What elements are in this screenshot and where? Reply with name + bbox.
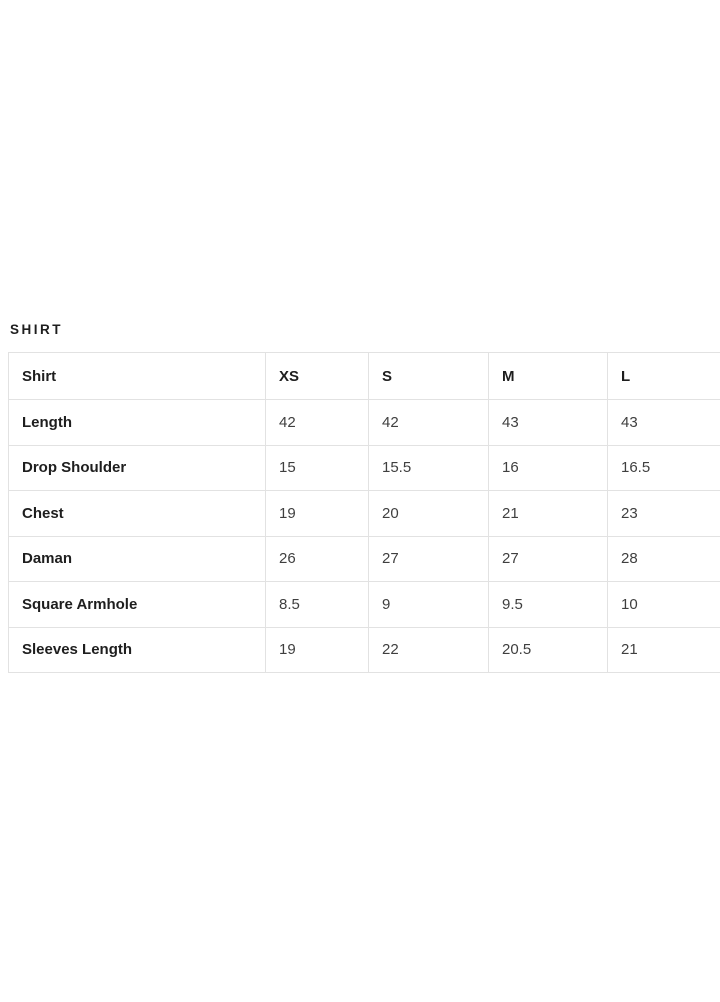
cell-value: 42 (265, 399, 369, 446)
cell-value: 22 (368, 626, 489, 673)
table-header-size-xs: XS (265, 352, 369, 400)
cell-value: 21 (488, 490, 608, 537)
row-label: Drop Shoulder (8, 444, 266, 491)
table-row: Drop Shoulder 15 15.5 16 16.5 (8, 444, 720, 491)
cell-value: 20.5 (488, 626, 608, 673)
cell-value: 9.5 (488, 581, 608, 628)
cell-value: 43 (607, 399, 720, 446)
table-body: Length 42 42 43 43 Drop Shoulder 15 15.5 16 16.5 C… (8, 399, 720, 673)
table-row: Length 42 42 43 43 (8, 399, 720, 446)
row-label: Length (8, 399, 266, 446)
cell-value: 28 (607, 535, 720, 582)
cell-value: 26 (265, 535, 369, 582)
cell-value: 27 (368, 535, 489, 582)
cell-value: 10 (607, 581, 720, 628)
table-header-size-l: L (607, 352, 720, 400)
table-header-size-s: S (368, 352, 489, 400)
cell-value: 15 (265, 444, 369, 491)
cell-value: 15.5 (368, 444, 489, 491)
row-label: Chest (8, 490, 266, 537)
cell-value: 21 (607, 626, 720, 673)
cell-value: 43 (488, 399, 608, 446)
row-label: Square Armhole (8, 581, 266, 628)
row-label: Daman (8, 535, 266, 582)
cell-value: 27 (488, 535, 608, 582)
table-row: Square Armhole 8.5 9 9.5 10 (8, 581, 720, 628)
table-header-size-m: M (488, 352, 608, 400)
cell-value: 9 (368, 581, 489, 628)
cell-value: 8.5 (265, 581, 369, 628)
table-header-row: Shirt XS S M L (8, 352, 720, 400)
cell-value: 42 (368, 399, 489, 446)
cell-value: 19 (265, 626, 369, 673)
table-row: Daman 26 27 27 28 (8, 535, 720, 582)
size-chart-table: Shirt XS S M L Length 42 42 43 43 Drop Shoulder 1… (8, 352, 720, 673)
row-label: Sleeves Length (8, 626, 266, 673)
table-row: Chest 19 20 21 23 (8, 490, 720, 537)
table-header-measurement: Shirt (8, 352, 266, 400)
cell-value: 20 (368, 490, 489, 537)
cell-value: 19 (265, 490, 369, 537)
cell-value: 16 (488, 444, 608, 491)
table-row: Sleeves Length 19 22 20.5 21 (8, 626, 720, 673)
cell-value: 16.5 (607, 444, 720, 491)
cell-value: 23 (607, 490, 720, 537)
size-chart-section-title: SHIRT (10, 322, 63, 337)
